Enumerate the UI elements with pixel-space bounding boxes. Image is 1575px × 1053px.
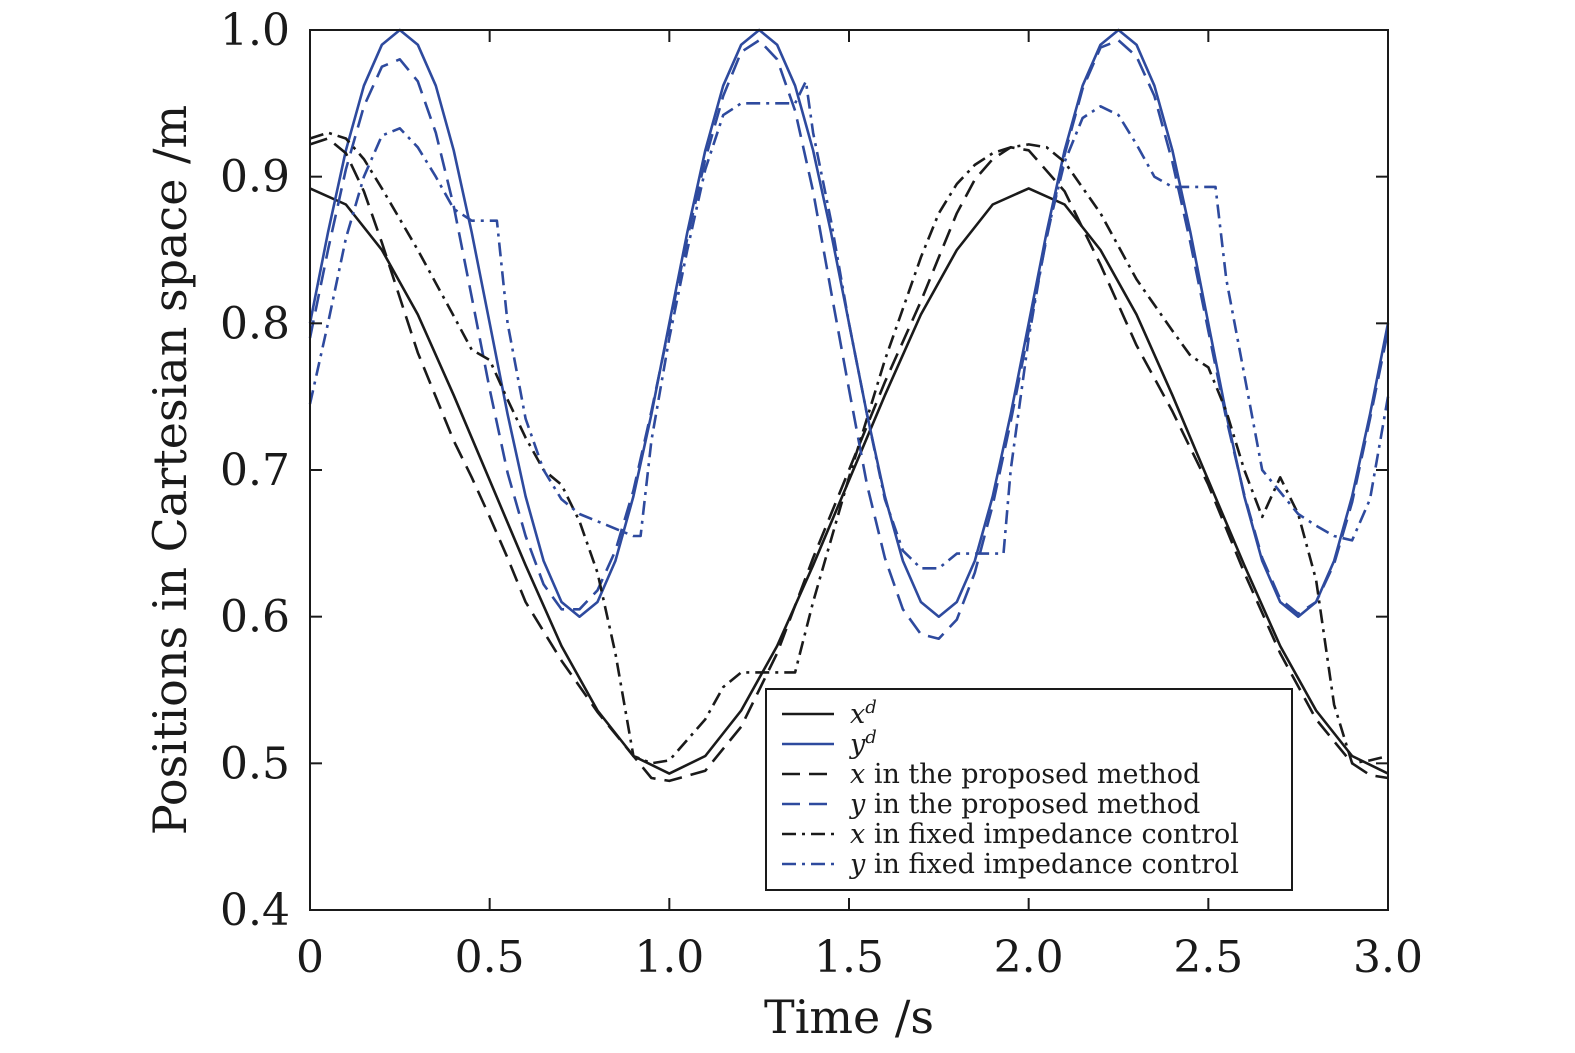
x-tick-label: 3.0: [1353, 932, 1423, 983]
legend-label-3: x in the proposed method: [850, 759, 1200, 790]
x-tick-label: 0: [296, 932, 324, 983]
y-tick-label: 0.9: [220, 152, 290, 203]
y-tick-label: 0.5: [220, 738, 290, 789]
x-tick-label: 2.5: [1173, 932, 1243, 983]
x-tick-label: 1.0: [634, 932, 704, 983]
legend-label-6: y in fixed impedance control: [849, 849, 1239, 880]
y-tick-label: 0.7: [220, 445, 290, 496]
legend-label-1: xd: [850, 697, 877, 730]
x-tick-label: 2.0: [994, 932, 1064, 983]
tick-labels-layer: 0 0.5 1.0 1.5 2.0 2.5 3.0 0.4 0.5 0.6 0.7 0.8 0.9 1.0: [220, 5, 1423, 983]
legend-label-4: y in the proposed method: [849, 789, 1200, 820]
y-tick-label: 0.4: [220, 885, 290, 936]
series-line-5: [309, 131, 1389, 765]
x-tick-label: 1.5: [814, 932, 884, 983]
ticks-layer: [309, 29, 1389, 911]
legend-label-2: yd: [849, 727, 877, 760]
series-line-6: [308, 80, 1390, 570]
y-tick-label: 0.8: [220, 298, 290, 349]
legend-label-5: x in fixed impedance control: [850, 819, 1239, 850]
y-tick-label: 0.6: [220, 592, 290, 643]
series-line-3: [309, 137, 1389, 783]
series-layer: [308, 28, 1390, 783]
x-tick-label: 0.5: [455, 932, 525, 983]
x-axis-label: Time /s: [764, 990, 934, 1044]
series-line-4: [308, 38, 1390, 641]
y-axis-label: Positions in Cartesian space /m: [143, 105, 197, 835]
y-tick-label: 1.0: [220, 5, 290, 56]
legend-box: [765, 688, 1293, 891]
